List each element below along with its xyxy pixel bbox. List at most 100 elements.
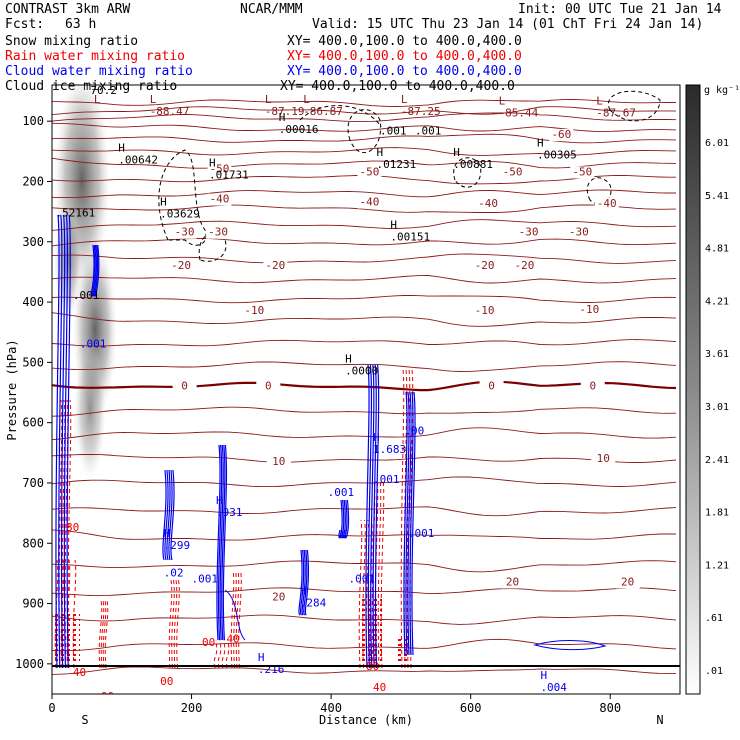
contour-label: .00642 bbox=[118, 153, 158, 166]
contour-label: -10 bbox=[475, 304, 495, 317]
isotherm-line bbox=[52, 99, 676, 107]
field-xy-cloud-ice: XY= 400.0,100.0 to 400.0,400.0 bbox=[280, 79, 515, 94]
rain-contour bbox=[230, 569, 235, 669]
cloud-water-contour bbox=[367, 364, 373, 669]
cloud-water-contour bbox=[216, 444, 221, 641]
contour-label-bg bbox=[615, 576, 640, 589]
contour-label: 00 bbox=[160, 675, 173, 688]
colorbar-tick-label: 1.21 bbox=[705, 560, 729, 571]
y-tick-label: 600 bbox=[22, 416, 44, 430]
y-tick-label: 100 bbox=[22, 114, 44, 128]
cloud-water-contour bbox=[409, 391, 414, 656]
contour-label-bg bbox=[472, 305, 497, 318]
forecast-label: Fcst: bbox=[5, 17, 44, 32]
contour-label-bg bbox=[500, 166, 525, 179]
contour-label: H bbox=[279, 111, 286, 124]
contour-label: 40 bbox=[373, 681, 386, 694]
contour-label: H bbox=[376, 146, 383, 159]
isotherm-line bbox=[52, 476, 677, 488]
contour-label: -50 bbox=[210, 162, 230, 175]
isotherm-line bbox=[52, 339, 677, 347]
contour-label: -40 bbox=[597, 197, 617, 210]
cloud-ice-contour bbox=[453, 157, 482, 188]
contour-label: H bbox=[160, 196, 167, 209]
field-name-rain: Rain water mixing ratio bbox=[5, 49, 185, 64]
isotherm-line bbox=[52, 560, 677, 573]
contour-label: -10 bbox=[244, 304, 264, 317]
contour-label: -30 bbox=[208, 226, 228, 239]
y-tick-label: 800 bbox=[22, 536, 44, 550]
cloud-water-contour bbox=[372, 364, 377, 669]
x-tick-label: 0 bbox=[48, 701, 55, 715]
contour-label-bg bbox=[512, 259, 537, 272]
cloud-water-contour bbox=[304, 549, 310, 616]
contour-label: -87.67 bbox=[596, 106, 636, 119]
contour-label-bg bbox=[476, 197, 501, 210]
cloud-ice-contour bbox=[198, 232, 227, 262]
isotherm-line bbox=[52, 204, 677, 213]
cloud-water-contour bbox=[374, 364, 380, 669]
contour-label: .284 bbox=[300, 597, 327, 610]
cloud-water-contour bbox=[58, 214, 63, 669]
contour-label: H bbox=[453, 146, 460, 159]
contour-label: .299 bbox=[164, 539, 191, 552]
contour-label: -85.44 bbox=[499, 106, 539, 119]
contour-label-bg bbox=[266, 591, 291, 604]
rain-contour bbox=[67, 399, 72, 669]
contour-labels: -50 -50 -50 -50 -60 -40 -40 -40 -40 -30 -30 -30 -30 -… bbox=[55, 85, 640, 703]
cloud-ice-contour bbox=[347, 109, 382, 153]
cloud-water-contour bbox=[405, 391, 410, 656]
contour-label: L bbox=[94, 93, 101, 106]
contour-label: .001 bbox=[415, 124, 442, 137]
isotherm-line bbox=[52, 666, 677, 675]
isotherm-line bbox=[52, 312, 677, 327]
contour-label: H bbox=[537, 137, 544, 150]
y-axis-label: Pressure (hPa) bbox=[5, 339, 19, 440]
field-name-cloud-water: Cloud water mixing ratio bbox=[5, 64, 193, 79]
rain-contour bbox=[64, 399, 69, 669]
isotherm-line bbox=[52, 122, 677, 132]
rain-contour bbox=[400, 369, 405, 669]
contour-label: 00 bbox=[202, 636, 215, 649]
x-tick-label: 600 bbox=[460, 701, 482, 715]
isotherm-line bbox=[52, 380, 677, 392]
isotherm-line bbox=[52, 529, 677, 541]
cloud-water-contour bbox=[66, 214, 71, 669]
contour-label: .00016 bbox=[279, 123, 319, 136]
contour-label: -88.47 bbox=[150, 105, 190, 118]
contour-label: .001 bbox=[380, 124, 407, 137]
rain-contour bbox=[362, 519, 366, 669]
cloud-water-contour bbox=[91, 244, 96, 297]
rain-contour bbox=[100, 599, 105, 669]
contour-label: .001 bbox=[349, 572, 376, 585]
contour-label-bg bbox=[479, 380, 504, 393]
y-tick-label: 1000 bbox=[15, 657, 44, 671]
contour-label: -60 bbox=[551, 128, 571, 141]
cloud-water-contour bbox=[162, 469, 167, 561]
isotherm-line bbox=[52, 147, 677, 156]
contour-label-bg bbox=[207, 193, 232, 206]
contour-label: .001 bbox=[408, 527, 435, 540]
isotherm-line bbox=[52, 427, 677, 441]
rain-contour bbox=[171, 579, 175, 669]
contour-label-bg bbox=[206, 226, 231, 239]
field-xy-cloud-water: XY= 400.0,100.0 to 400.0,400.0 bbox=[287, 64, 522, 79]
contour-label: 00 bbox=[101, 690, 114, 703]
cloud-water-contour bbox=[92, 244, 98, 297]
colorbar-tick-label: 6.01 bbox=[705, 138, 729, 149]
contour-label: -87.25 bbox=[401, 105, 441, 118]
contour-label: .00881 bbox=[453, 158, 493, 171]
colorbar-tick-label: 2.41 bbox=[705, 455, 729, 466]
contour-label: 0 bbox=[488, 380, 495, 393]
colorbar-labels: 6.01 5.41 4.81 4.21 3.61 3.01 2.41 1.81 1.21 .61.… bbox=[705, 138, 729, 677]
contour-label: H bbox=[345, 352, 352, 365]
colorbar-unit: g kg⁻¹ bbox=[704, 85, 740, 96]
contour-label: H bbox=[373, 431, 380, 444]
cloud-water-contour bbox=[533, 640, 607, 651]
cloud-water-contour bbox=[298, 549, 303, 616]
isotherm-line bbox=[52, 638, 677, 652]
contour-label: L bbox=[303, 93, 310, 106]
contour-label: .001 bbox=[80, 337, 107, 350]
x-axis-label: Distance (km) bbox=[319, 713, 413, 727]
